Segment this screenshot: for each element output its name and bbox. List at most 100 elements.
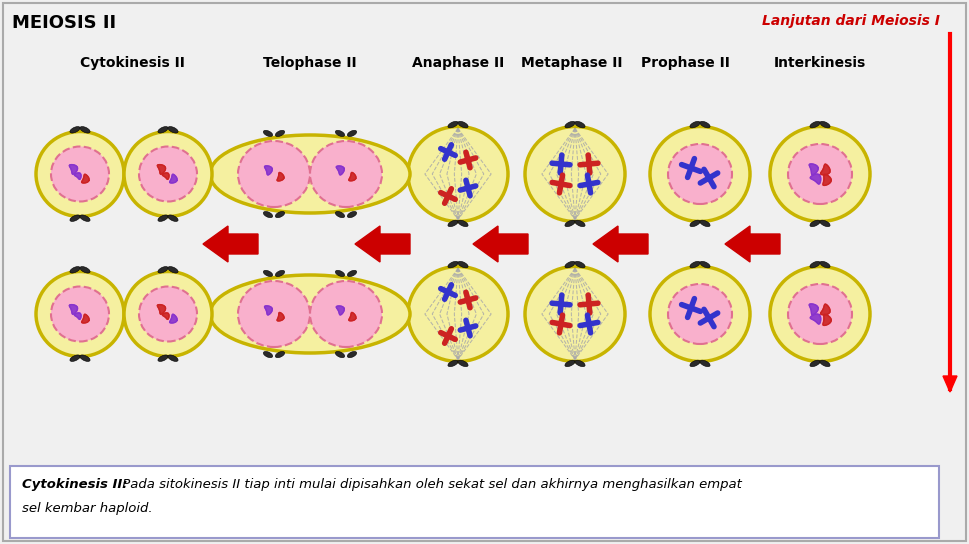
- Ellipse shape: [335, 270, 344, 276]
- Ellipse shape: [36, 271, 124, 356]
- Ellipse shape: [457, 121, 468, 128]
- Polygon shape: [265, 166, 272, 175]
- Ellipse shape: [668, 144, 732, 204]
- Polygon shape: [349, 312, 356, 321]
- Ellipse shape: [51, 146, 109, 201]
- Text: MEIOSIS II: MEIOSIS II: [12, 14, 116, 32]
- Text: sel kembar haploid.: sel kembar haploid.: [22, 502, 152, 515]
- Polygon shape: [336, 306, 344, 315]
- Ellipse shape: [809, 121, 819, 128]
- Ellipse shape: [237, 281, 310, 347]
- Ellipse shape: [51, 287, 109, 342]
- Ellipse shape: [70, 215, 80, 221]
- Polygon shape: [81, 174, 89, 183]
- Ellipse shape: [769, 127, 869, 221]
- Ellipse shape: [448, 220, 457, 227]
- Polygon shape: [170, 174, 177, 183]
- Ellipse shape: [649, 267, 749, 362]
- Ellipse shape: [79, 215, 90, 221]
- Ellipse shape: [347, 270, 357, 276]
- Ellipse shape: [124, 132, 212, 217]
- Polygon shape: [75, 173, 81, 180]
- Ellipse shape: [689, 261, 700, 268]
- Polygon shape: [69, 305, 78, 314]
- Ellipse shape: [263, 351, 272, 357]
- Ellipse shape: [310, 141, 382, 207]
- Ellipse shape: [310, 281, 382, 347]
- Ellipse shape: [564, 121, 575, 128]
- Ellipse shape: [809, 261, 819, 268]
- Ellipse shape: [158, 127, 168, 133]
- Ellipse shape: [209, 275, 410, 353]
- Ellipse shape: [700, 261, 709, 268]
- Ellipse shape: [209, 135, 410, 213]
- Ellipse shape: [275, 351, 284, 357]
- Ellipse shape: [457, 220, 468, 227]
- Ellipse shape: [575, 220, 584, 227]
- Text: Interkinesis: Interkinesis: [773, 56, 865, 70]
- Ellipse shape: [347, 351, 357, 357]
- Ellipse shape: [787, 284, 851, 344]
- FancyBboxPatch shape: [10, 466, 938, 538]
- Ellipse shape: [79, 355, 90, 361]
- Ellipse shape: [448, 121, 457, 128]
- Text: Cytokinesis II:: Cytokinesis II:: [22, 478, 127, 491]
- Polygon shape: [203, 226, 258, 262]
- Ellipse shape: [263, 270, 272, 276]
- Ellipse shape: [819, 220, 829, 227]
- Polygon shape: [809, 314, 820, 324]
- Ellipse shape: [700, 220, 709, 227]
- Ellipse shape: [168, 215, 178, 221]
- Polygon shape: [808, 164, 817, 175]
- Text: Cytokinesis II: Cytokinesis II: [79, 56, 184, 70]
- Ellipse shape: [408, 267, 508, 362]
- Polygon shape: [473, 226, 527, 262]
- Ellipse shape: [158, 267, 168, 273]
- Ellipse shape: [263, 131, 272, 137]
- Ellipse shape: [524, 267, 624, 362]
- Polygon shape: [170, 314, 177, 323]
- Polygon shape: [69, 165, 78, 174]
- Ellipse shape: [575, 261, 584, 268]
- Ellipse shape: [668, 284, 732, 344]
- Ellipse shape: [809, 220, 819, 227]
- Ellipse shape: [168, 355, 178, 361]
- Ellipse shape: [819, 261, 829, 268]
- Polygon shape: [355, 226, 410, 262]
- Ellipse shape: [36, 132, 124, 217]
- Ellipse shape: [689, 220, 700, 227]
- Ellipse shape: [275, 270, 284, 276]
- Ellipse shape: [819, 121, 829, 128]
- Ellipse shape: [448, 261, 457, 268]
- Ellipse shape: [689, 360, 700, 367]
- Polygon shape: [162, 313, 169, 319]
- Ellipse shape: [575, 360, 584, 367]
- Ellipse shape: [275, 212, 284, 218]
- Ellipse shape: [168, 267, 178, 273]
- Ellipse shape: [70, 355, 80, 361]
- Polygon shape: [808, 304, 817, 315]
- Polygon shape: [942, 376, 956, 392]
- Text: Anaphase II: Anaphase II: [412, 56, 504, 70]
- Ellipse shape: [809, 360, 819, 367]
- Text: Telophase II: Telophase II: [263, 56, 357, 70]
- Polygon shape: [75, 313, 81, 319]
- Ellipse shape: [564, 360, 575, 367]
- Polygon shape: [592, 226, 647, 262]
- Text: Pada sitokinesis II tiap inti mulai dipisahkan oleh sekat sel dan akhirnya mengh: Pada sitokinesis II tiap inti mulai dipi…: [118, 478, 741, 491]
- Text: Prophase II: Prophase II: [640, 56, 729, 70]
- Ellipse shape: [79, 127, 90, 133]
- Text: Lanjutan dari Meiosis I: Lanjutan dari Meiosis I: [762, 14, 939, 28]
- Ellipse shape: [335, 351, 344, 357]
- Polygon shape: [277, 172, 284, 181]
- Text: Metaphase II: Metaphase II: [520, 56, 622, 70]
- Polygon shape: [820, 304, 829, 315]
- Ellipse shape: [819, 360, 829, 367]
- Ellipse shape: [700, 360, 709, 367]
- Ellipse shape: [79, 267, 90, 273]
- Ellipse shape: [769, 267, 869, 362]
- Polygon shape: [724, 226, 779, 262]
- Polygon shape: [820, 164, 829, 175]
- Polygon shape: [336, 166, 344, 175]
- Ellipse shape: [70, 267, 80, 273]
